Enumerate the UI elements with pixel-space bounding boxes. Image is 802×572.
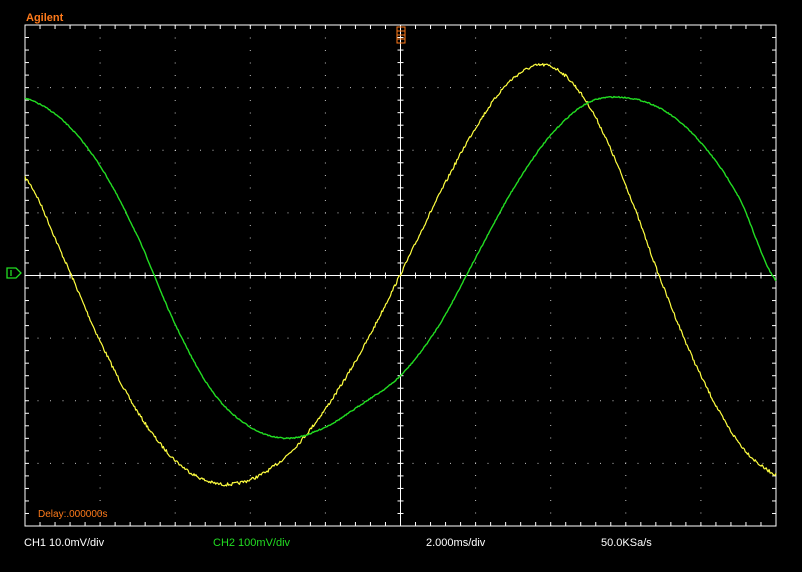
trace-layer <box>24 63 777 487</box>
ch2-trace <box>24 95 777 440</box>
ch2-scale-label: CH2 100mV/div <box>213 537 291 549</box>
ground-reference-marker-icon <box>6 267 22 279</box>
ch1-scale-label: CH1 10.0mV/div <box>24 537 105 549</box>
delay-readout: Delay:.000000s <box>38 509 108 520</box>
timebase-label: 2.000ms/div <box>426 537 486 549</box>
brand-label: Agilent <box>26 12 64 24</box>
sample-rate-label: 50.0KSa/s <box>601 537 652 549</box>
trigger-position-marker-icon <box>396 26 406 44</box>
ch1-trace <box>24 63 777 487</box>
